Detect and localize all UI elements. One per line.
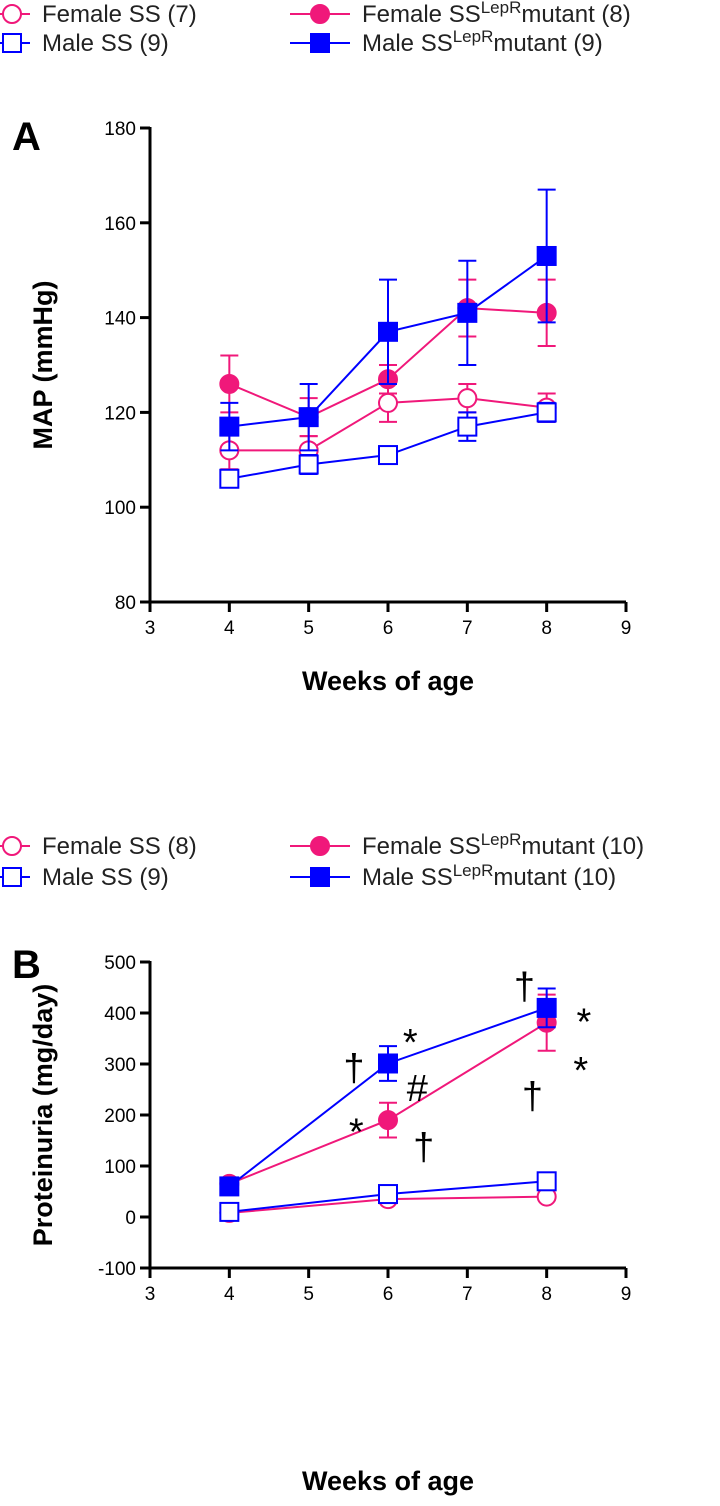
data-point xyxy=(378,1053,398,1074)
annotation: * xyxy=(403,1022,418,1064)
series xyxy=(219,987,557,1197)
x-tick-label: 7 xyxy=(462,1284,473,1305)
data-point xyxy=(536,1171,557,1192)
legend-item: Female SS (8) xyxy=(0,833,197,860)
legend-item: Male SS (9) xyxy=(0,30,169,57)
legend-label: Female SSLepRmutant (8) xyxy=(362,0,631,28)
legend-label: Male SS (9) xyxy=(42,864,169,891)
legend-marker xyxy=(2,33,22,53)
annotation: † xyxy=(514,966,535,1008)
data-point xyxy=(457,302,478,323)
legend-label: Female SS (8) xyxy=(42,833,197,860)
series-line xyxy=(228,1006,547,1188)
data-point xyxy=(219,373,240,394)
legend-marker xyxy=(310,33,330,53)
legend-item: Male SSLepRmutant (9) xyxy=(290,27,603,57)
legend-marker xyxy=(2,867,22,887)
annotation: * xyxy=(573,1050,588,1092)
y-tick-label: 80 xyxy=(115,593,136,614)
x-tick-label: 6 xyxy=(383,618,394,639)
y-tick-label: 100 xyxy=(104,498,136,519)
data-point xyxy=(378,392,398,413)
x-tick-label: 5 xyxy=(303,618,314,639)
x-tick-label: 3 xyxy=(145,618,156,639)
x-tick-label: 4 xyxy=(224,1284,235,1305)
panel-label: A xyxy=(12,115,41,159)
legend-label: Female SSLepRmutant (10) xyxy=(362,830,644,860)
y-tick-label: 500 xyxy=(104,953,136,974)
data-point xyxy=(378,321,398,342)
x-tick-label: 6 xyxy=(383,1284,394,1305)
y-tick-label: 180 xyxy=(104,119,136,140)
data-point xyxy=(536,402,557,423)
data-point xyxy=(219,416,240,437)
data-point xyxy=(298,407,319,428)
y-tick-label: -100 xyxy=(98,1259,136,1280)
y-tick-label: 200 xyxy=(104,1106,136,1127)
x-tick-label: 9 xyxy=(621,618,632,639)
legend-label: Male SSLepRmutant (10) xyxy=(362,861,616,891)
y-tick-label: 140 xyxy=(104,309,136,330)
y-tick-label: 300 xyxy=(104,1055,136,1076)
series xyxy=(219,993,557,1194)
legend-item: Female SSLepRmutant (10) xyxy=(290,830,644,860)
data-point xyxy=(378,1110,398,1131)
data-point xyxy=(536,245,557,266)
x-tick-label: 7 xyxy=(462,618,473,639)
legend-marker xyxy=(2,4,22,24)
series xyxy=(219,188,557,452)
data-point xyxy=(457,416,478,437)
legend-marker xyxy=(310,4,330,24)
legend-item: Female SSLepRmutant (8) xyxy=(290,0,631,28)
legend: Female SS (8) Female SSLepRmutant (10)Mal… xyxy=(0,830,644,891)
data-point xyxy=(219,1201,240,1222)
x-axis-title: Weeks of age xyxy=(302,1466,474,1496)
annotation: * xyxy=(349,1111,364,1153)
annotation: # xyxy=(407,1068,428,1110)
x-tick-label: 3 xyxy=(145,1284,156,1305)
legend-marker xyxy=(310,836,330,856)
y-tick-label: 400 xyxy=(104,1004,136,1025)
legend-marker xyxy=(310,867,330,887)
y-tick-label: 0 xyxy=(125,1208,136,1229)
legend-item: Female SS (7) xyxy=(0,1,197,28)
x-tick-label: 8 xyxy=(541,618,552,639)
legend-label: Male SS (9) xyxy=(42,30,169,57)
legend-label: Male SSLepRmutant (9) xyxy=(362,27,603,57)
y-axis-title: Proteinuria (mg/day) xyxy=(28,984,58,1247)
data-point xyxy=(378,1184,398,1205)
legend-item: Male SS (9) xyxy=(0,864,169,891)
data-point xyxy=(219,468,240,489)
series xyxy=(219,401,557,489)
series xyxy=(219,1171,557,1222)
x-tick-label: 8 xyxy=(541,1284,552,1305)
y-tick-label: 120 xyxy=(104,403,136,424)
x-tick-label: 4 xyxy=(224,618,235,639)
x-tick-label: 9 xyxy=(621,1284,632,1305)
x-axis-title: Weeks of age xyxy=(302,666,474,696)
legend: Female SS (7) Female SSLepRmutant (8)Male… xyxy=(0,0,631,57)
panel-label: B xyxy=(12,943,41,987)
data-point xyxy=(457,388,478,409)
annotation: † xyxy=(343,1048,364,1090)
annotation: * xyxy=(577,1002,592,1044)
data-point xyxy=(378,445,398,466)
annotation: † xyxy=(413,1127,434,1169)
data-point xyxy=(298,454,319,475)
data-point xyxy=(219,1176,240,1197)
annotation: † xyxy=(522,1076,543,1118)
panel-b: Female SS (8) Female SSLepRmutant (10)Mal… xyxy=(0,830,644,1496)
panel-a: Female SS (7) Female SSLepRmutant (8)Male… xyxy=(0,0,631,696)
y-tick-label: 160 xyxy=(104,214,136,235)
legend-marker xyxy=(2,836,22,856)
data-point xyxy=(536,997,557,1018)
y-axis-title: MAP (mmHg) xyxy=(28,280,58,449)
y-tick-label: 100 xyxy=(104,1157,136,1178)
legend-label: Female SS (7) xyxy=(42,1,197,28)
legend-item: Male SSLepRmutant (10) xyxy=(290,861,616,891)
x-tick-label: 5 xyxy=(303,1284,314,1305)
